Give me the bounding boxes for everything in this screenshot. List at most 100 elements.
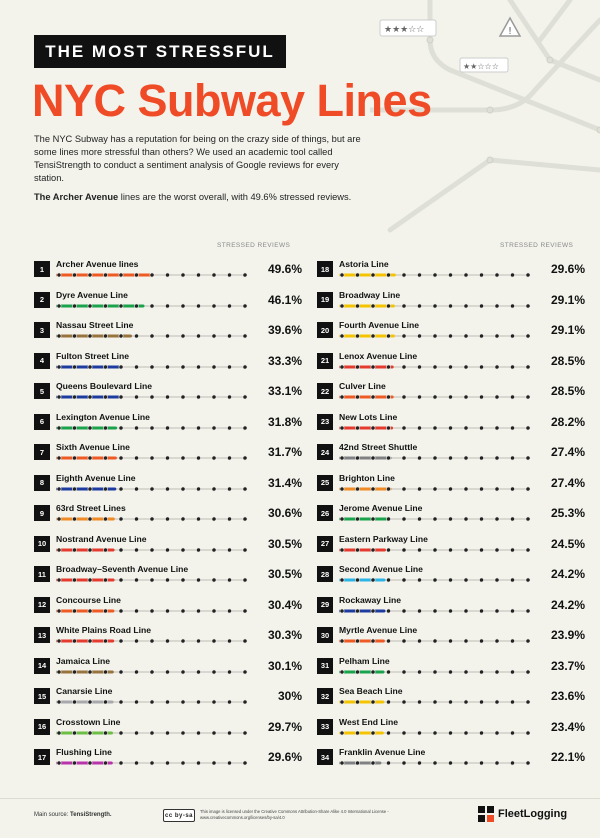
station-dot: [242, 547, 248, 552]
station-dot: [87, 303, 93, 308]
station-dot: [448, 547, 453, 552]
station-dot: [386, 608, 391, 613]
station-dot: [355, 455, 360, 461]
station-dot: [479, 638, 484, 644]
station-dot: [227, 669, 232, 674]
bar: [339, 426, 394, 429]
value-label: 22.1%: [550, 750, 585, 764]
bar-track: [339, 547, 531, 552]
station-dot: [401, 760, 407, 766]
chart-row: 28 Second Avenue Line 24.2%: [317, 563, 587, 585]
rank-badge: 18: [317, 261, 333, 277]
station-dot: [134, 577, 139, 583]
station-dot: [134, 364, 139, 369]
value-label: 24.2%: [550, 597, 585, 612]
station-dot: [401, 699, 407, 705]
station-dot: [510, 272, 515, 278]
station-dot: [339, 364, 345, 369]
bar: [339, 609, 386, 612]
station-dot: [118, 394, 124, 400]
station-dot: [87, 394, 93, 400]
station-dot: [417, 608, 422, 613]
station-dot: [417, 455, 422, 461]
station-dot: [227, 699, 232, 705]
station-dot: [180, 333, 186, 339]
svg-text:★★★☆☆: ★★★☆☆: [384, 25, 424, 35]
station-dot: [242, 638, 248, 644]
station-dot: [479, 364, 484, 369]
station-dot: [165, 425, 170, 430]
chart-row: 22 Culver Line 28.5%: [317, 380, 587, 402]
station-dot: [401, 425, 407, 430]
station-dot: [211, 303, 217, 308]
station-dot: [196, 669, 201, 674]
bar-track: [339, 699, 531, 705]
station-dot: [339, 760, 345, 766]
station-dot: [56, 364, 62, 369]
svg-text:!: !: [508, 26, 512, 37]
station-dot: [56, 486, 62, 491]
value-label: 25.3%: [550, 506, 585, 520]
station-dot: [165, 364, 170, 369]
station-dot: [525, 303, 531, 308]
line-name-label: Jerome Avenue Line: [339, 503, 423, 513]
rank-badge: 13: [34, 627, 50, 643]
station-dot: [242, 760, 248, 766]
station-dot: [355, 608, 360, 613]
line-name-label: Second Avenue Line: [339, 564, 423, 574]
station-dot: [494, 333, 500, 339]
station-dot: [355, 364, 360, 369]
station-dot: [56, 333, 62, 339]
station-dot: [103, 425, 108, 430]
station-dot: [242, 303, 248, 308]
station-dot: [227, 547, 232, 552]
rank-badge: 34: [317, 749, 333, 765]
bar-track: [56, 455, 248, 461]
station-dot: [386, 638, 391, 644]
chart-row: 18 Astoria Line 29.6%: [317, 258, 587, 280]
chart-row: 8 Eighth Avenue Line 31.4%: [34, 472, 304, 494]
station-dot: [448, 760, 453, 766]
station-dot: [494, 455, 500, 461]
station-dot: [165, 699, 170, 705]
bar-track: [56, 669, 248, 674]
station-dot: [417, 516, 422, 522]
bar-track: [56, 577, 248, 583]
station-dot: [118, 669, 124, 674]
station-dot: [494, 394, 500, 400]
bar-track: [56, 730, 248, 735]
station-dot: [211, 486, 217, 491]
source-name: TensiStrength.: [70, 812, 112, 818]
station-dot: [134, 669, 139, 674]
value-label: 31.4%: [267, 475, 302, 490]
station-dot: [355, 486, 360, 491]
station-dot: [72, 364, 77, 369]
station-dot: [432, 333, 438, 339]
line-name-label: 63rd Street Lines: [56, 503, 126, 513]
station-dot: [463, 272, 469, 278]
station-dot: [386, 303, 391, 308]
bar: [339, 639, 385, 643]
brand-logo: FleetLogging: [478, 806, 567, 822]
station-dot: [510, 486, 515, 491]
station-dot: [510, 516, 515, 522]
bar: [56, 487, 117, 490]
station-dot: [165, 303, 170, 308]
bar: [56, 548, 115, 551]
station-dot: [494, 272, 500, 278]
station-dot: [211, 699, 217, 705]
line-name-label: Dyre Avenue Line: [56, 289, 128, 300]
bar-track: [56, 547, 248, 552]
bar: [339, 548, 386, 551]
station-dot: [401, 516, 407, 522]
rank-badge: 31: [317, 657, 333, 674]
station-dot: [196, 699, 201, 705]
station-dot: [196, 425, 201, 430]
line-name-label: New Lots Line: [339, 411, 398, 422]
station-dot: [134, 303, 139, 308]
station-dot: [103, 638, 108, 644]
line-name-label: Astoria Line: [339, 259, 389, 269]
line-name-label: Sea Beach Line: [339, 686, 403, 696]
station-dot: [494, 516, 500, 522]
station-dot: [134, 638, 139, 644]
